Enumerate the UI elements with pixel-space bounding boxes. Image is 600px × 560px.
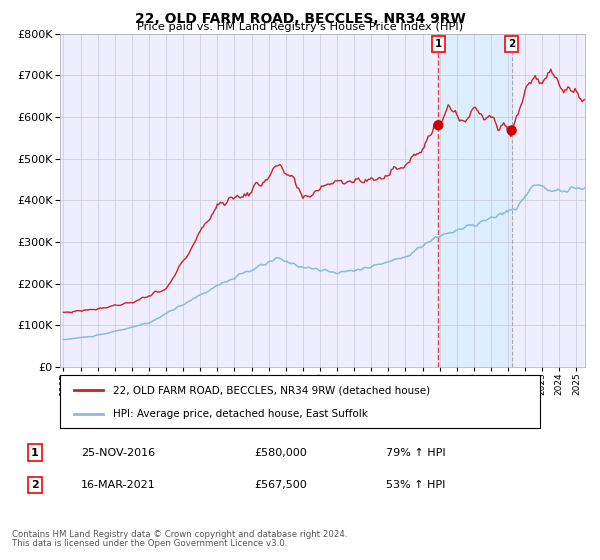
- Text: 2: 2: [31, 480, 39, 490]
- Text: 16-MAR-2021: 16-MAR-2021: [81, 480, 156, 490]
- Text: £580,000: £580,000: [254, 448, 307, 458]
- Text: 1: 1: [31, 448, 39, 458]
- Text: 1: 1: [434, 39, 442, 49]
- Text: 79% ↑ HPI: 79% ↑ HPI: [386, 448, 446, 458]
- Point: [433, 121, 443, 130]
- Text: 22, OLD FARM ROAD, BECCLES, NR34 9RW: 22, OLD FARM ROAD, BECCLES, NR34 9RW: [134, 12, 466, 26]
- Text: Price paid vs. HM Land Registry's House Price Index (HPI): Price paid vs. HM Land Registry's House …: [137, 22, 463, 32]
- Point: [507, 126, 517, 135]
- Text: 53% ↑ HPI: 53% ↑ HPI: [386, 480, 446, 490]
- Text: 25-NOV-2016: 25-NOV-2016: [81, 448, 155, 458]
- Text: 2: 2: [508, 39, 515, 49]
- Text: This data is licensed under the Open Government Licence v3.0.: This data is licensed under the Open Gov…: [12, 539, 287, 548]
- Text: Contains HM Land Registry data © Crown copyright and database right 2024.: Contains HM Land Registry data © Crown c…: [12, 530, 347, 539]
- Text: HPI: Average price, detached house, East Suffolk: HPI: Average price, detached house, East…: [113, 408, 368, 418]
- Bar: [438, 34, 512, 367]
- Text: £567,500: £567,500: [254, 480, 307, 490]
- Text: 22, OLD FARM ROAD, BECCLES, NR34 9RW (detached house): 22, OLD FARM ROAD, BECCLES, NR34 9RW (de…: [113, 385, 430, 395]
